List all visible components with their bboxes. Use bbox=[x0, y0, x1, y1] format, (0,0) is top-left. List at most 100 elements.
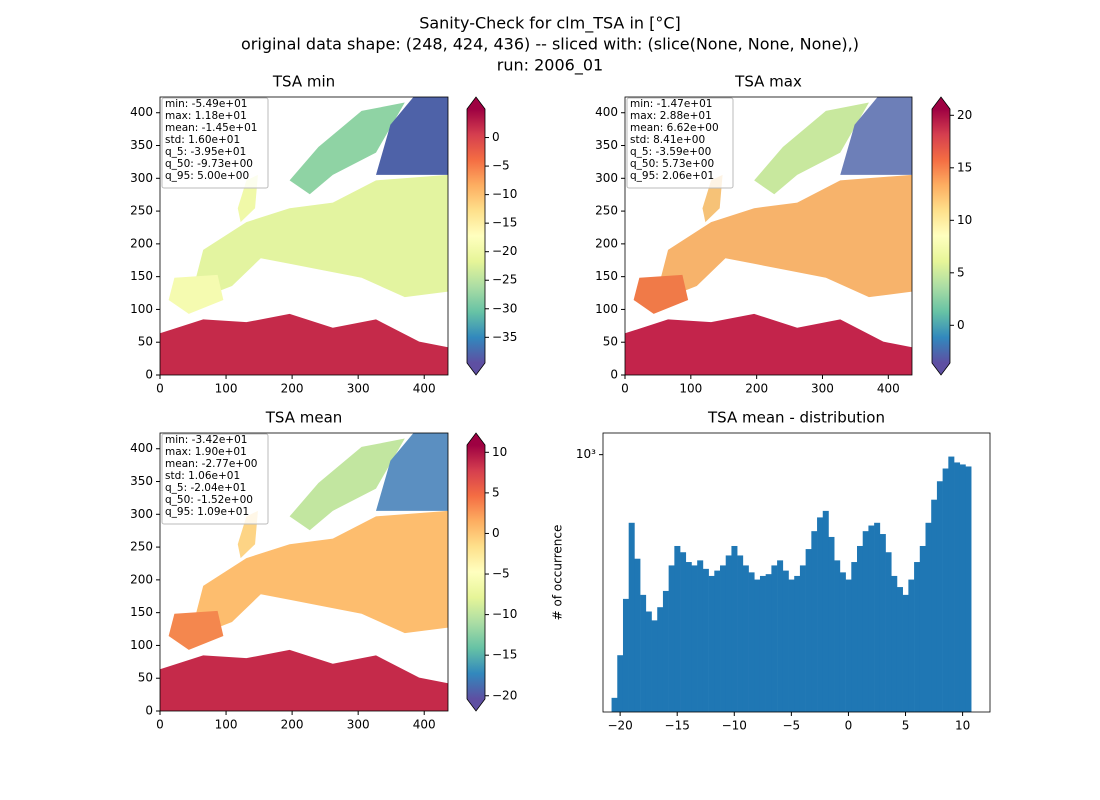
colorbar-tick-label: −30 bbox=[492, 301, 517, 315]
hist-bar bbox=[708, 575, 715, 712]
colorbar bbox=[467, 109, 485, 363]
hist-bar bbox=[805, 549, 812, 712]
hist-bar bbox=[714, 570, 721, 712]
y-tick-label: 150 bbox=[130, 269, 153, 283]
hist-bar bbox=[737, 555, 744, 712]
colorbar-tick-label: 15 bbox=[957, 160, 972, 174]
y-tick-label: 100 bbox=[130, 638, 153, 652]
hist-bar bbox=[885, 552, 892, 712]
stats-line: min: -1.47e+01 bbox=[630, 98, 712, 110]
colorbar-tick-label: −35 bbox=[492, 330, 517, 344]
hist-bar bbox=[879, 534, 886, 712]
y-tick-label: 250 bbox=[595, 204, 618, 218]
stats-line: mean: 6.62e+00 bbox=[630, 122, 719, 134]
axes-frame bbox=[624, 96, 913, 376]
x-tick-label: 400 bbox=[413, 382, 436, 396]
x-tick-label: 400 bbox=[877, 382, 900, 396]
hist-bar bbox=[891, 575, 898, 712]
hist-bar bbox=[725, 555, 732, 712]
map-region bbox=[194, 174, 448, 298]
stats-line: min: -3.42e+01 bbox=[165, 434, 247, 446]
colorbar-tick-label: 20 bbox=[957, 108, 972, 122]
hist-bar bbox=[874, 522, 881, 712]
y-tick-label: 300 bbox=[130, 507, 153, 521]
hist-bar bbox=[799, 565, 806, 712]
colorbar-tick-label: 5 bbox=[492, 485, 500, 499]
colorbar-outline bbox=[466, 432, 486, 712]
y-tick-label: 0 bbox=[610, 368, 618, 382]
hist-bar bbox=[914, 562, 921, 712]
stats-line: max: 1.18e+01 bbox=[165, 110, 247, 122]
map-region bbox=[376, 97, 448, 175]
x-tick-label: 100 bbox=[679, 382, 702, 396]
hist-bar bbox=[748, 572, 755, 712]
hist-bar bbox=[645, 611, 652, 712]
y-tick-label: 400 bbox=[130, 105, 153, 119]
colorbar-tick-label: −10 bbox=[492, 187, 517, 201]
x-tick-label: 0 bbox=[156, 382, 164, 396]
colorbar bbox=[932, 109, 950, 363]
hist-bar bbox=[617, 655, 624, 712]
stats-line: q_95: 1.09e+01 bbox=[165, 506, 249, 518]
x-tick-label: 400 bbox=[413, 718, 436, 732]
map-region bbox=[376, 433, 448, 511]
hist-bar bbox=[634, 558, 641, 712]
x-tick-label: 200 bbox=[745, 382, 768, 396]
y-tick-label: 200 bbox=[595, 236, 618, 250]
suptitle: original data shape: (248, 424, 436) -- … bbox=[241, 35, 859, 54]
stats-line: q_95: 5.00e+00 bbox=[165, 170, 249, 182]
stats-line: min: -5.49e+01 bbox=[165, 98, 247, 110]
colorbar-tick-label: −25 bbox=[492, 273, 517, 287]
hist-bar bbox=[936, 481, 943, 712]
colorbar-extend-top bbox=[467, 97, 485, 109]
y-tick-label: 300 bbox=[595, 171, 618, 185]
colorbar-extend-bottom bbox=[467, 363, 485, 375]
hist-bar bbox=[948, 456, 955, 712]
panel-title: TSA mean - distribution bbox=[707, 409, 885, 427]
suptitle: run: 2006_01 bbox=[497, 56, 603, 76]
colorbar-tick-label: −15 bbox=[492, 216, 517, 230]
hist-bar bbox=[651, 620, 658, 712]
hist-bar bbox=[731, 545, 738, 712]
axes-frame bbox=[159, 432, 449, 712]
y-tick-label: 200 bbox=[130, 572, 153, 586]
colorbar-tick-label: −5 bbox=[492, 159, 510, 173]
stats-line: std: 1.06e+01 bbox=[165, 470, 240, 482]
hist-bar bbox=[720, 565, 727, 712]
hist-bar bbox=[857, 545, 864, 712]
x-tick-label: 100 bbox=[215, 382, 238, 396]
map-region bbox=[289, 102, 405, 195]
hist-bar bbox=[931, 499, 938, 712]
hist-bar bbox=[919, 545, 926, 712]
map-region bbox=[659, 174, 912, 298]
hist-bar bbox=[754, 579, 761, 712]
hist-bar bbox=[680, 552, 687, 712]
x-tick-label: 300 bbox=[811, 382, 834, 396]
hist-bar bbox=[788, 579, 795, 712]
panel-title: TSA mean bbox=[265, 409, 343, 427]
hist-bar bbox=[862, 531, 869, 712]
hist-bar bbox=[868, 525, 875, 712]
hist-bar bbox=[759, 575, 766, 712]
hist-bar bbox=[691, 565, 698, 712]
colorbar-tick-label: 0 bbox=[492, 526, 500, 540]
hist-bar bbox=[668, 565, 675, 712]
map-region bbox=[160, 649, 448, 711]
stats-line: mean: -1.45e+01 bbox=[165, 122, 257, 134]
map-region bbox=[625, 313, 912, 375]
y-tick-label: 250 bbox=[130, 204, 153, 218]
x-tick-label: −15 bbox=[665, 719, 690, 733]
stats-box bbox=[626, 97, 734, 189]
map-region bbox=[168, 274, 224, 314]
map-region bbox=[160, 313, 448, 375]
hist-bar bbox=[765, 574, 772, 712]
colorbar-tick-label: 10 bbox=[492, 445, 507, 459]
hist-bar bbox=[657, 607, 664, 712]
stats-line: q_50: -9.73e+00 bbox=[165, 158, 253, 170]
colorbar-extend-top bbox=[932, 97, 950, 109]
stats-line: q_50: 5.73e+00 bbox=[630, 158, 714, 170]
colorbar-tick-label: −15 bbox=[492, 648, 517, 662]
colorbar-tick-label: 0 bbox=[492, 130, 500, 144]
panel-title: TSA min bbox=[272, 73, 335, 91]
